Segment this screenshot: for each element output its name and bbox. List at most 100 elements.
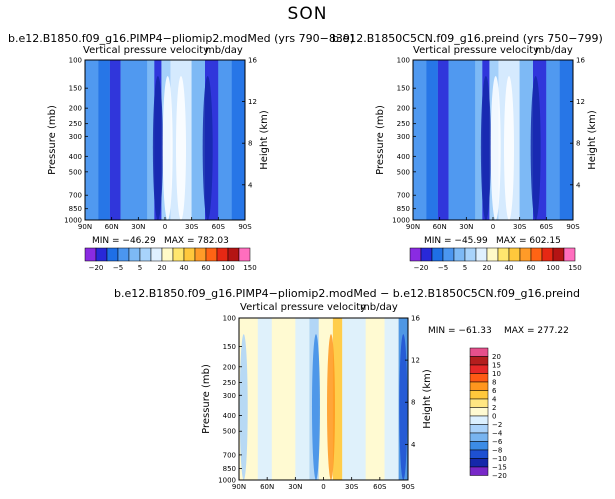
right-colorbar-box: [519, 247, 532, 262]
right-colorbar-label: 100: [546, 264, 559, 272]
diff-colorbar-box: [469, 373, 489, 383]
diff-colorbar-box: [469, 441, 489, 451]
right-ytick-label: 200: [397, 105, 410, 113]
right-colorbar-label: 150: [568, 264, 581, 272]
diff-colorbar-label: −10: [492, 455, 507, 463]
diff-ytick-label: 200: [223, 363, 236, 371]
right-field-core: [480, 76, 491, 220]
left-ytick-label: 200: [69, 105, 82, 113]
left-colorbar-box: [150, 247, 163, 262]
left-colorbar-box: [161, 247, 174, 262]
right-field-band: [437, 60, 449, 220]
right-rtick-label: 16: [576, 57, 585, 65]
diff-colorbar-label: 6: [492, 387, 497, 395]
diff-colorbar-box: [469, 364, 489, 374]
left-colorbar-box: [139, 247, 152, 262]
right-ytick-label: 700: [397, 192, 410, 200]
left-field-band: [218, 60, 232, 220]
diff-colorbar-box: [469, 407, 489, 417]
right-colorbar-label: −5: [438, 264, 448, 272]
left-xtick-label: 30N: [131, 223, 145, 231]
left-colorbar-box: [128, 247, 141, 262]
right-colorbar-label: 60: [527, 264, 536, 272]
diff-ytick-label: 1000: [218, 477, 236, 485]
left-ytick-label: 850: [69, 205, 82, 213]
diff-panel-case-title: b.e12.B1850.f09_g16.PIMP4−pliomip2.modMe…: [114, 287, 581, 300]
right-xtick-label: 90S: [566, 223, 580, 231]
diff-colorbar-box: [469, 466, 489, 476]
diff-colorbar-label: −2: [492, 421, 502, 429]
left-colorbar-label: −5: [113, 264, 123, 272]
diff-min: MIN = −61.33: [428, 326, 492, 336]
left-colorbar-box: [238, 247, 251, 262]
left-rtick-label: 4: [248, 181, 253, 189]
diff-colorbar-box: [469, 415, 489, 425]
right-field-band: [475, 60, 483, 220]
diff-units: mb/day: [360, 302, 398, 313]
diff-field-band: [271, 318, 296, 480]
right-rtick-label: 4: [576, 181, 581, 189]
right-colorbar-box: [453, 247, 466, 262]
left-colorbar-box: [172, 247, 185, 262]
diff-colorbar-label: 8: [492, 379, 496, 387]
left-rtick-label: 8: [248, 140, 252, 148]
diff-colorbar-box: [469, 398, 489, 408]
right-colorbar-label: 5: [463, 264, 467, 272]
diff-colorbar-label: 15: [492, 362, 501, 370]
left-inner-title: Vertical pressure velocity: [83, 45, 210, 56]
right-field-core: [504, 76, 514, 220]
right-xtick-label: 60S: [540, 223, 554, 231]
diff-xtick-label: 30N: [288, 483, 302, 491]
left-field-band: [191, 60, 205, 220]
diff-field-band: [384, 318, 399, 480]
left-rtick-label: 12: [248, 98, 257, 106]
figure-title: SON: [287, 4, 328, 24]
diff-ytick-label: 100: [223, 315, 236, 323]
left-field-core: [152, 76, 163, 220]
left-field-core: [202, 76, 213, 220]
diff-ytick-label: 700: [223, 451, 236, 459]
left-colorbar-box: [183, 247, 196, 262]
left-colorbar-box: [106, 247, 119, 262]
right-xtick-label: 90N: [406, 223, 420, 231]
right-colorbar-box: [464, 247, 477, 262]
right-colorbar-box: [475, 247, 488, 262]
diff-inner-title: Vertical pressure velocity: [240, 302, 367, 313]
left-field-core: [162, 76, 173, 220]
left-colorbar-label: 60: [202, 264, 211, 272]
diff-xtick-label: 30S: [345, 483, 359, 491]
diff-colorbar-label: −20: [492, 472, 507, 480]
right-field-band: [559, 60, 573, 220]
right-field-band: [448, 60, 476, 220]
right-xtick-label: 0: [491, 223, 495, 231]
left-ytick-label: 250: [69, 120, 82, 128]
right-ytick-label: 300: [397, 133, 410, 141]
right-colorbar-box: [541, 247, 554, 262]
right-colorbar-box: [530, 247, 543, 262]
diff-field-core: [399, 334, 408, 480]
right-rtick-label: 8: [576, 140, 580, 148]
diff-xtick-label: 60N: [260, 483, 274, 491]
left-colorbar-label: 100: [221, 264, 234, 272]
right-colorbar-box: [409, 247, 422, 262]
left-xtick-label: 90N: [78, 223, 92, 231]
left-colorbar-box: [227, 247, 240, 262]
diff-colorbar-box: [469, 432, 489, 442]
right-panel-case-title: b.e12.B1850C5CN.f09_g16.preind (yrs 750−…: [332, 32, 603, 45]
right-field-core: [530, 76, 541, 220]
left-colorbar-box: [205, 247, 218, 262]
left-colorbar-box: [117, 247, 130, 262]
diff-colorbar-label: 10: [492, 370, 501, 378]
left-colorbar-label: −20: [89, 264, 104, 272]
diff-colorbar-box: [469, 458, 489, 468]
diff-ylabel-right: Height (km): [422, 369, 433, 429]
right-colorbar-label: 40: [505, 264, 514, 272]
right-field-band: [413, 60, 427, 220]
right-ytick-label: 250: [397, 120, 410, 128]
left-field-band: [98, 60, 110, 220]
left-ylabel-right: Height (km): [259, 110, 270, 170]
diff-ytick-label: 250: [223, 379, 236, 387]
diff-field-band: [342, 318, 366, 480]
left-colorbar-box: [95, 247, 108, 262]
diff-colorbar-box: [469, 449, 489, 459]
